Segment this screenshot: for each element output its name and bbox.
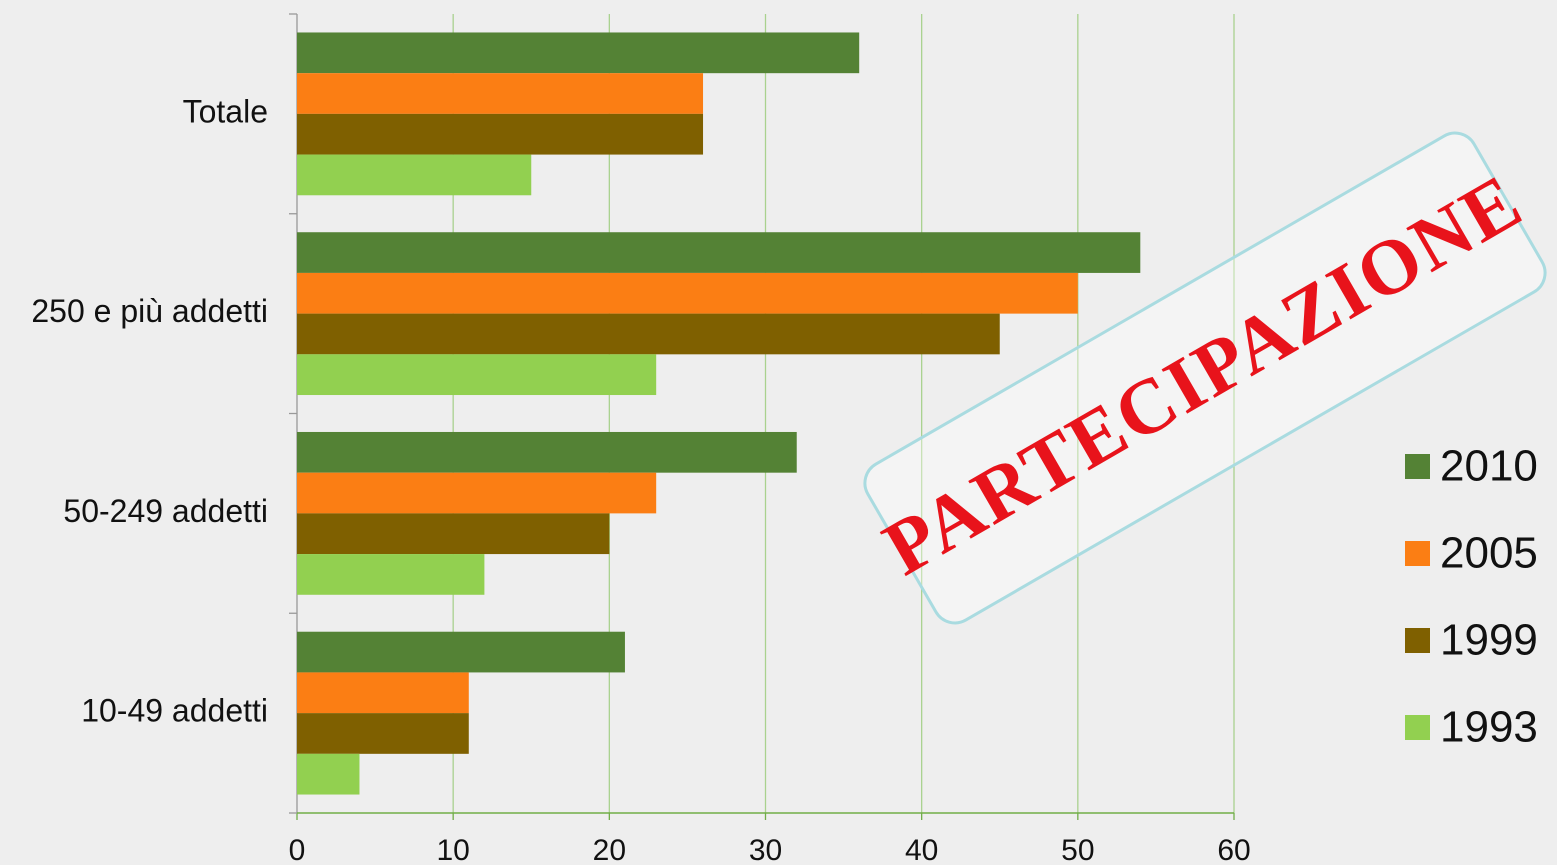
bar	[297, 354, 657, 396]
y-tick-label: 250 e più addetti	[31, 293, 268, 329]
bar	[297, 431, 797, 473]
legend-swatch	[1405, 454, 1430, 479]
x-tick-label: 20	[593, 834, 626, 865]
bar	[297, 32, 860, 74]
bar	[297, 631, 625, 673]
bar	[297, 513, 610, 555]
x-tick-label: 30	[749, 834, 782, 865]
bar	[297, 554, 485, 595]
stamp-box	[863, 131, 1547, 625]
legend-label: 2010	[1440, 442, 1538, 491]
y-tick-label: 10-49 addetti	[81, 693, 268, 729]
x-tick-label: 40	[905, 834, 938, 865]
x-tick-label: 0	[289, 834, 306, 865]
bar	[297, 154, 532, 196]
legend-label: 1999	[1440, 616, 1538, 665]
x-tick-label: 50	[1061, 834, 1094, 865]
x-tick-label: 10	[436, 834, 469, 865]
legend-swatch	[1405, 628, 1430, 653]
bar	[297, 113, 704, 155]
legend-label: 2005	[1440, 529, 1538, 578]
legend-swatch	[1405, 715, 1430, 740]
bar	[297, 472, 657, 514]
legend-swatch	[1405, 541, 1430, 566]
bar	[297, 672, 469, 714]
legend-label: 1993	[1440, 703, 1538, 752]
bar	[297, 73, 704, 114]
stamp-text: PARTECIPAZIONE	[869, 156, 1536, 591]
y-tick-label: Totale	[183, 93, 268, 129]
bar	[297, 713, 469, 754]
bar	[297, 232, 1141, 273]
bar	[297, 313, 1000, 355]
x-tick-label: 60	[1217, 834, 1250, 865]
bar	[297, 753, 360, 795]
bar	[297, 272, 1078, 314]
y-tick-label: 50-249 addetti	[63, 493, 268, 529]
